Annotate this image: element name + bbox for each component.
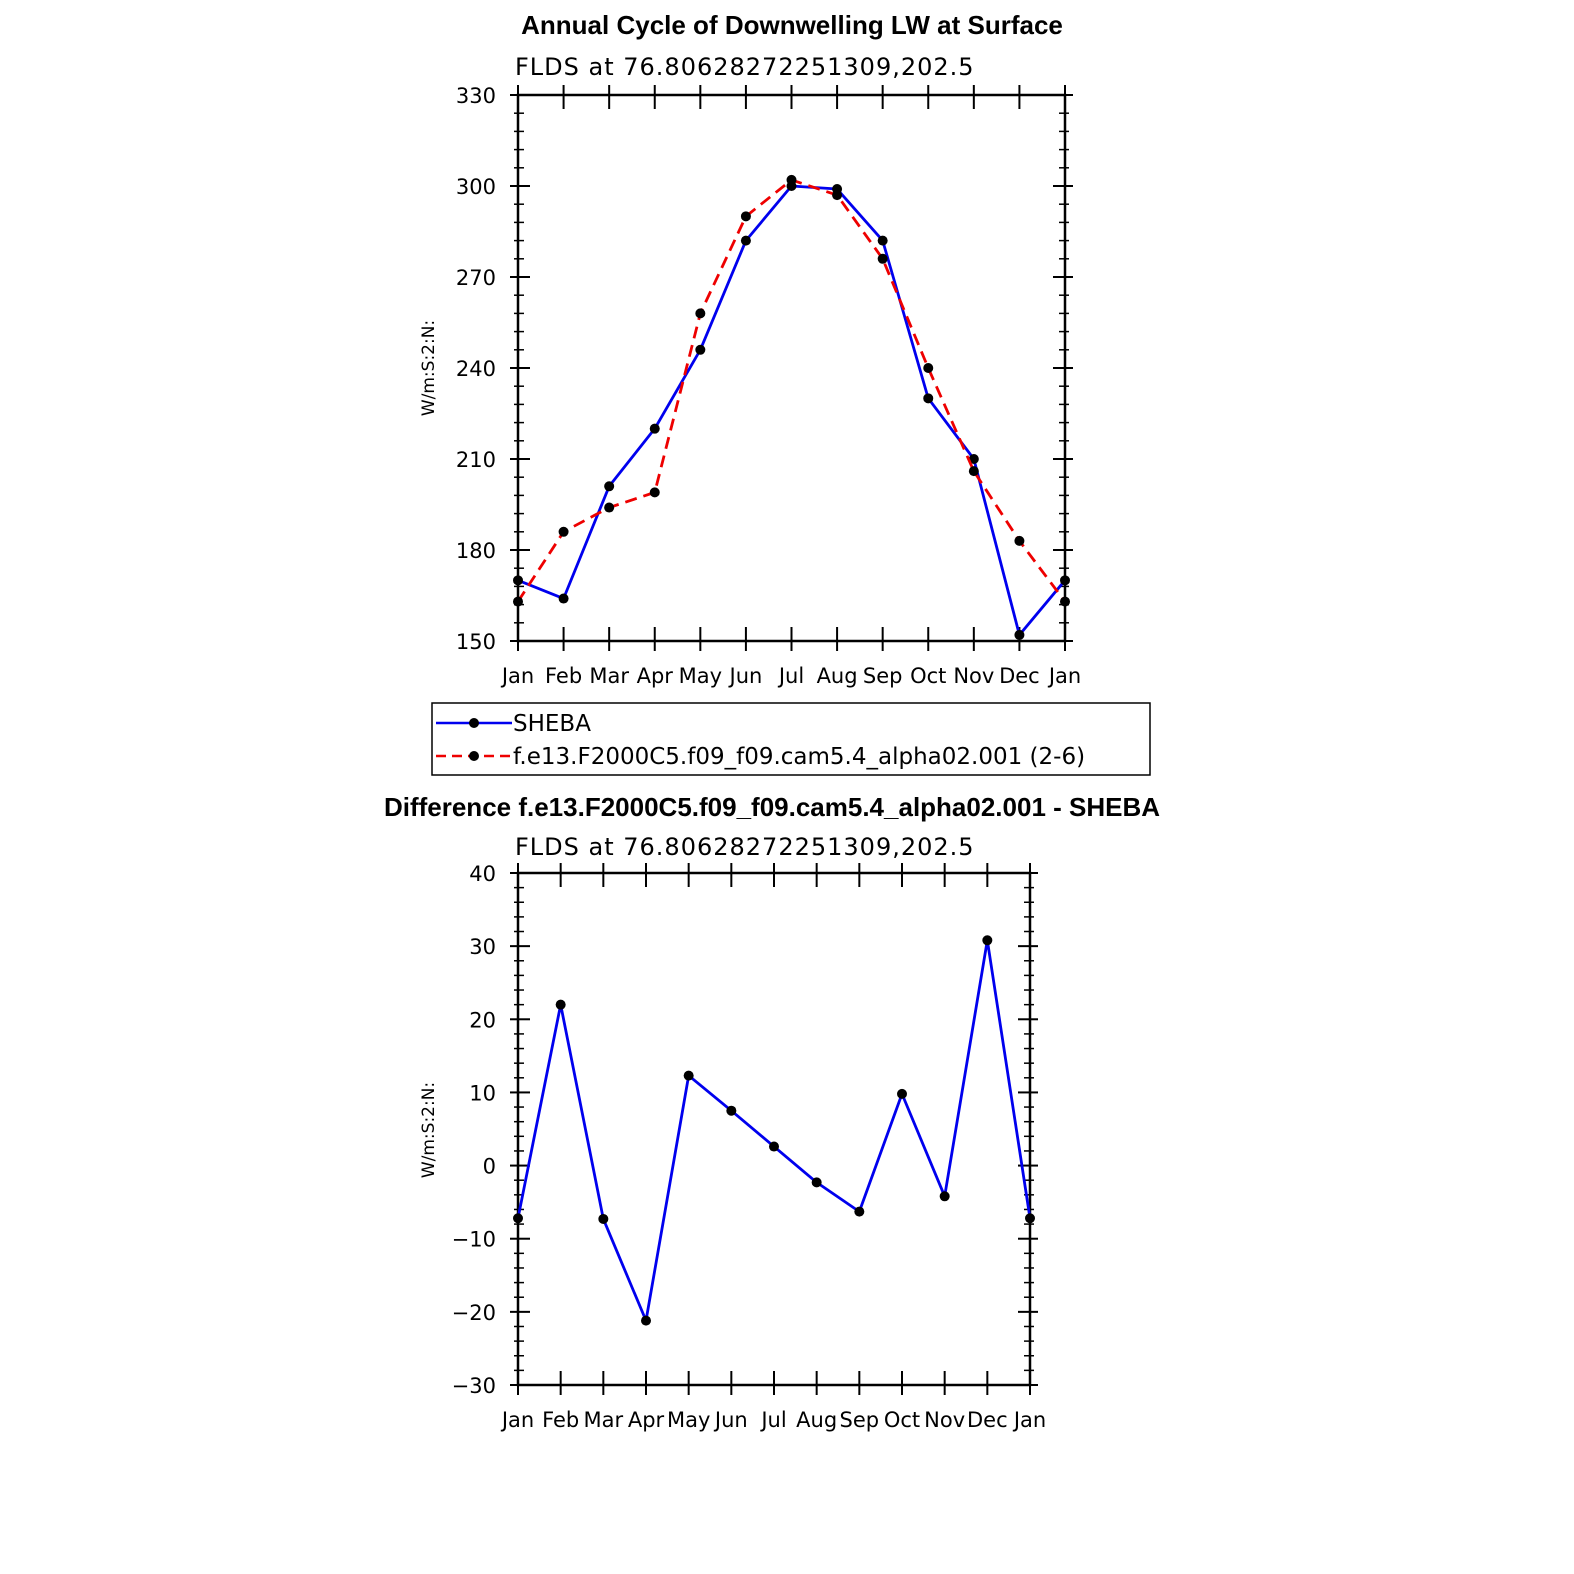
- chart1-ytick-label: 300: [456, 175, 496, 199]
- chart1-xtick-label: Jul: [777, 664, 804, 688]
- chart1-ytick-label: 330: [456, 84, 496, 108]
- legend-model-marker: [469, 751, 479, 761]
- chart1-series-0-point: [740, 235, 751, 246]
- chart1-series-1-point: [832, 190, 843, 201]
- chart1-series-1-point: [923, 363, 934, 373]
- chart1-series-0-point: [604, 481, 615, 492]
- chart1-series-0-point: [649, 423, 660, 434]
- chart1-plot: 150 180 210 240 270 300 330 Jan Feb Mar Apr May Jun J…: [456, 84, 1081, 688]
- chart1-series-1-point: [740, 211, 751, 222]
- chart1-series-1-point: [786, 174, 797, 185]
- chart1-series-0-point: [877, 235, 888, 246]
- chart1-series-0-point: [558, 593, 569, 604]
- chart2-title: Difference f.e13.F2000C5.f09_f09.cam5.4_…: [384, 792, 1160, 822]
- chart1-xtick-label: Apr: [637, 664, 674, 688]
- chart2-ytick-label: 10: [469, 1081, 496, 1105]
- chart2-series-0-line: [516, 938, 1032, 1323]
- chart1-series-0-line: [517, 184, 1067, 637]
- chart2-xtick-label: Apr: [628, 1408, 665, 1432]
- chart2-xtick-label: Dec: [967, 1408, 1008, 1432]
- chart2-series-0-point: [854, 1206, 865, 1217]
- chart1-xtick-label: Dec: [999, 664, 1040, 688]
- chart2-series-0-point: [555, 999, 566, 1010]
- chart1-xtick-label: Feb: [545, 664, 582, 688]
- chart1-series-1-point: [604, 502, 615, 513]
- chart2-series-0-point: [811, 1177, 822, 1188]
- chart2-xtick-label: May: [667, 1408, 710, 1432]
- chart2-ytick-label: 20: [469, 1008, 496, 1032]
- legend-model-label: f.e13.F2000C5.f09_f09.cam5.4_alpha02.001…: [513, 744, 1085, 770]
- chart1-series-1-point: [558, 526, 569, 537]
- chart2-xtick-label: Nov: [924, 1408, 965, 1432]
- chart2-series-0-point: [897, 1088, 907, 1099]
- chart2-xtick-label: Mar: [584, 1408, 624, 1432]
- chart2-series-0-point: [982, 935, 993, 946]
- chart2-series-0-point: [939, 1191, 950, 1202]
- chart1-series-0-point: [968, 454, 979, 464]
- chart2-ytick-label: 40: [469, 862, 496, 886]
- chart1-series-1-point: [513, 596, 523, 607]
- chart2-xtick-label: Jan: [1012, 1408, 1046, 1432]
- chart1-xtick-label: Jun: [728, 664, 763, 688]
- chart2-subtitle: FLDS at 76.80628272251309,202.5: [515, 833, 975, 861]
- chart1-ylabel: W/m:S:2:N:: [419, 320, 439, 416]
- chart1-series-1-line: [516, 178, 1067, 603]
- chart2-series-0-point: [513, 1213, 523, 1224]
- legend-box: [431, 702, 1151, 776]
- chart1-series-1-point: [695, 308, 706, 319]
- chart1-series-1-point: [1014, 535, 1025, 546]
- chart1-series-0-point: [695, 344, 706, 355]
- chart1-xtick-label: Jan: [1047, 664, 1081, 688]
- chart1-xtick-label: Aug: [817, 664, 858, 688]
- chart2-xtick-label: Oct: [884, 1408, 920, 1432]
- legend-sheba-marker: [469, 718, 479, 728]
- chart2-xtick-label: Jul: [759, 1408, 786, 1432]
- chart1-ytick-label: 270: [456, 266, 496, 290]
- chart1-xtick-label: Oct: [910, 664, 946, 688]
- chart2-xtick-label: Aug: [796, 1408, 837, 1432]
- chart2-ytick-label: 30: [469, 935, 496, 959]
- chart2-ytick-label: 0: [483, 1155, 496, 1179]
- chart2-ytick-label: −30: [452, 1374, 496, 1398]
- chart2-xtick-label: Feb: [542, 1408, 579, 1432]
- chart2-series-0-point: [641, 1315, 651, 1326]
- chart2-series-0-point: [769, 1141, 779, 1152]
- chart2-xtick-label: Jun: [713, 1408, 748, 1432]
- chart1-subtitle: FLDS at 76.80628272251309,202.5: [515, 53, 975, 81]
- chart2-xtick-label: Sep: [840, 1408, 880, 1432]
- chart2-xtick-label: Jan: [500, 1408, 534, 1432]
- chart1-xtick-label: Sep: [863, 664, 903, 688]
- chart1-series-1-point: [968, 466, 979, 477]
- chart2-ytick-label: −10: [452, 1228, 496, 1252]
- chart1-xtick-label: May: [679, 664, 722, 688]
- legend-sheba-label: SHEBA: [513, 711, 591, 737]
- chart2-frame: [516, 871, 1032, 1387]
- chart2-series-0-point: [726, 1105, 737, 1116]
- chart1-series-1-point: [877, 253, 888, 264]
- chart1-ytick-label: 240: [456, 357, 496, 381]
- chart1-series-0-point: [923, 393, 934, 404]
- chart2-plot: −30 −20 −10 0 10 20 30 40 Jan Feb Mar Apr May Jun Jul A…: [452, 862, 1047, 1432]
- chart2-series-0-point: [683, 1070, 694, 1081]
- chart1-series-1-point: [649, 487, 660, 498]
- chart1-series-0-point: [513, 575, 523, 586]
- chart1-ytick-label: 150: [456, 630, 496, 654]
- chart2-series-0-point: [1025, 1213, 1035, 1224]
- chart2-series-0-point: [598, 1213, 609, 1224]
- chart1-series-0-point: [1014, 629, 1025, 640]
- chart1-ytick-label: 180: [456, 539, 496, 563]
- chart1-title: Annual Cycle of Downwelling LW at Surfac…: [521, 10, 1063, 40]
- chart1-xtick-label: Nov: [953, 664, 994, 688]
- chart1-ytick-label: 210: [456, 448, 496, 472]
- chart1-series-0-point: [1060, 575, 1070, 586]
- chart2-ytick-label: −20: [452, 1301, 496, 1325]
- chart1-series-1-point: [1060, 596, 1070, 607]
- chart1-xtick-label: Mar: [589, 664, 629, 688]
- chart2-ylabel: W/m:S:2:N:: [419, 1082, 439, 1178]
- chart1-legend: SHEBA f.e13.F2000C5.f09_f09.cam5.4_alpha…: [431, 702, 1151, 776]
- chart1-xtick-label: Jan: [500, 664, 534, 688]
